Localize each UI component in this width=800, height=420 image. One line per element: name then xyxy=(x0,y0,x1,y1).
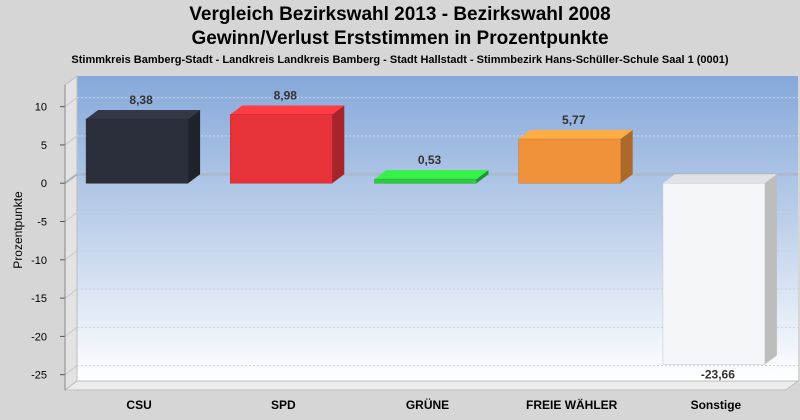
grid-line-side xyxy=(64,365,78,376)
bar-front-face xyxy=(662,182,766,365)
bar-side-face xyxy=(188,110,201,184)
y-tick-label: -15 xyxy=(31,293,47,305)
chart-title: Vergleich Bezirkswahl 2013 - Bezirkswahl… xyxy=(189,4,611,25)
y-tick-label: -25 xyxy=(31,370,47,382)
x-category-label: FREIE WÄHLER xyxy=(526,397,618,412)
grid-line-side xyxy=(64,250,78,261)
y-tick-label: 10 xyxy=(35,102,47,114)
bar-csu: 8,38 xyxy=(85,93,201,184)
chart-region-subtitle: Stimmkreis Bamberg-Stadt - Landkreis Lan… xyxy=(71,54,729,66)
bar-side-face xyxy=(764,174,777,365)
bar-value-label: 5,77 xyxy=(562,113,586,127)
grid-line-side xyxy=(64,288,78,299)
bar-side-face xyxy=(476,170,489,184)
x-category-label: GRÜNE xyxy=(406,397,449,412)
bar-sonstige: -23,66 xyxy=(662,174,777,381)
y-axis-label: Prozentpunkte xyxy=(11,191,25,269)
bar-top-face xyxy=(86,110,201,120)
y-tick-label: 5 xyxy=(41,140,47,152)
bar-side-face xyxy=(620,130,633,184)
bar-front-face xyxy=(230,114,333,184)
bar-value-label: 0,53 xyxy=(418,153,442,167)
bar-front-face xyxy=(374,178,477,184)
bar-front-face xyxy=(85,118,189,184)
plot-side-wall xyxy=(64,75,78,391)
bar-value-label: 8,98 xyxy=(274,88,298,102)
x-category-label: CSU xyxy=(126,398,151,412)
grid-line-side xyxy=(64,326,78,337)
grid-line-side xyxy=(64,135,78,146)
x-category-label: Sonstige xyxy=(691,398,742,412)
bar-freie-wähler: 5,77 xyxy=(518,113,633,184)
y-tick-label: 0 xyxy=(41,178,47,190)
bar-top-face xyxy=(662,174,777,184)
grid-line-side xyxy=(64,212,78,222)
bar-side-face xyxy=(332,105,345,184)
bar-top-face xyxy=(518,130,633,140)
bar-spd: 8,98 xyxy=(230,88,345,184)
chart-subtitle: Gewinn/Verlust Erststimmen in Prozentpun… xyxy=(191,28,609,49)
bar-front-face xyxy=(518,138,621,184)
grid-line-side xyxy=(64,97,78,108)
zero-line-side xyxy=(64,173,78,185)
y-tick-label: -10 xyxy=(31,255,47,267)
x-category-label: SPD xyxy=(271,398,296,412)
bar-value-label: 8,38 xyxy=(129,93,153,107)
bar-value-label: -23,66 xyxy=(701,367,735,381)
bar-top-face xyxy=(230,105,345,115)
bar-top-face xyxy=(374,170,489,180)
y-tick-label: -20 xyxy=(31,331,47,343)
y-tick-label: -5 xyxy=(37,217,47,229)
plot-floor xyxy=(63,380,800,391)
bar-grüne: 0,53 xyxy=(374,153,489,184)
